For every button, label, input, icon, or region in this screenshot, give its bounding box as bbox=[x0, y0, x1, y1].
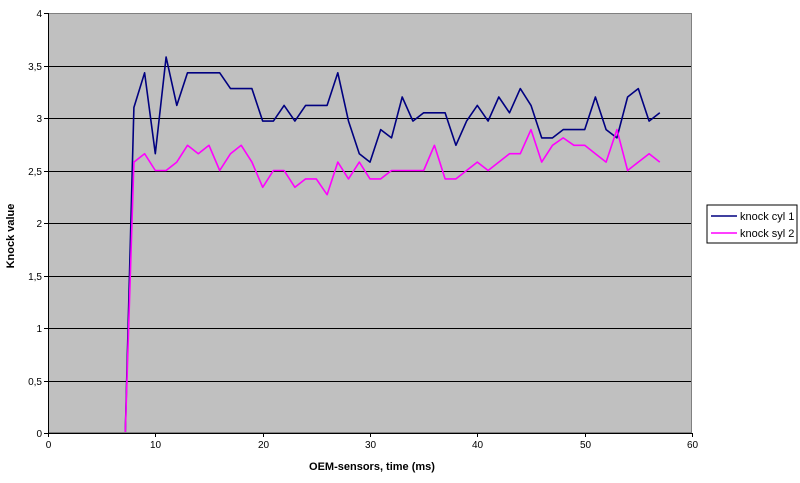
legend: knock cyl 1 knock syl 2 bbox=[706, 204, 798, 244]
legend-label-knock-cyl-1: knock cyl 1 bbox=[740, 211, 794, 223]
y-tick-label: 4 bbox=[36, 9, 42, 20]
y-tick-label: 3,5 bbox=[28, 62, 42, 73]
legend-box bbox=[706, 204, 798, 244]
y-tick-label: 0,5 bbox=[28, 377, 42, 388]
series-line-knock-cyl-1 bbox=[124, 56, 661, 434]
x-tick-label: 30 bbox=[365, 440, 377, 451]
legend-label-knock-syl-2: knock syl 2 bbox=[740, 228, 794, 240]
y-tick-label: 2 bbox=[36, 219, 42, 230]
y-tick-label: 1 bbox=[36, 324, 42, 335]
x-tick-label: 60 bbox=[687, 440, 699, 451]
y-axis-title: Knock value bbox=[5, 204, 17, 269]
y-tick-label: 1,5 bbox=[28, 272, 42, 283]
x-tick-label: 20 bbox=[258, 440, 270, 451]
x-tick-label: 50 bbox=[580, 440, 592, 451]
y-tick-label: 2,5 bbox=[28, 167, 42, 178]
y-tick-label: 0 bbox=[36, 429, 42, 440]
x-tick-label: 10 bbox=[150, 440, 162, 451]
y-tick-label: 3 bbox=[36, 114, 42, 125]
x-tick-label: 40 bbox=[472, 440, 484, 451]
series-line-knock-syl-2 bbox=[124, 128, 661, 434]
x-axis-title: OEM-sensors, time (ms) bbox=[309, 461, 435, 473]
x-tick-label: 0 bbox=[46, 440, 52, 451]
